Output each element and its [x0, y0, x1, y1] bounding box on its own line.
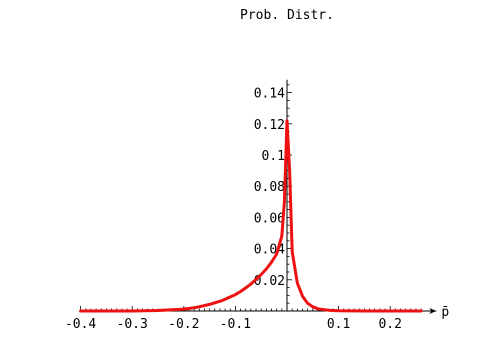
x-axis-title: p̄ [441, 305, 449, 320]
x-tick-label: 0.1 [327, 317, 350, 332]
x-tick-label: -0.4 [65, 317, 96, 332]
plot-area: -0.4 -0.3 -0.2 -0.1 0.1 0.20.020.040.060.080.… [65, 79, 437, 332]
y-tick-label: 0.12 [254, 118, 285, 133]
x-axis-arrow [429, 308, 437, 314]
x-tick-label: 0.2 [378, 317, 401, 332]
x-tick-label: -0.1 [220, 317, 251, 332]
y-axis-title: Prob. Distr. [240, 8, 334, 23]
y-tick-label: 0.02 [254, 274, 285, 289]
distribution-curve [79, 119, 423, 313]
x-tick-label: -0.2 [168, 317, 199, 332]
y-tick-label: 0.14 [254, 87, 285, 102]
y-tick-label: 0.1 [262, 149, 285, 164]
y-tick-label: 0.06 [254, 211, 285, 226]
x-tick-label: -0.3 [117, 317, 148, 332]
y-tick-label: 0.08 [254, 180, 285, 195]
